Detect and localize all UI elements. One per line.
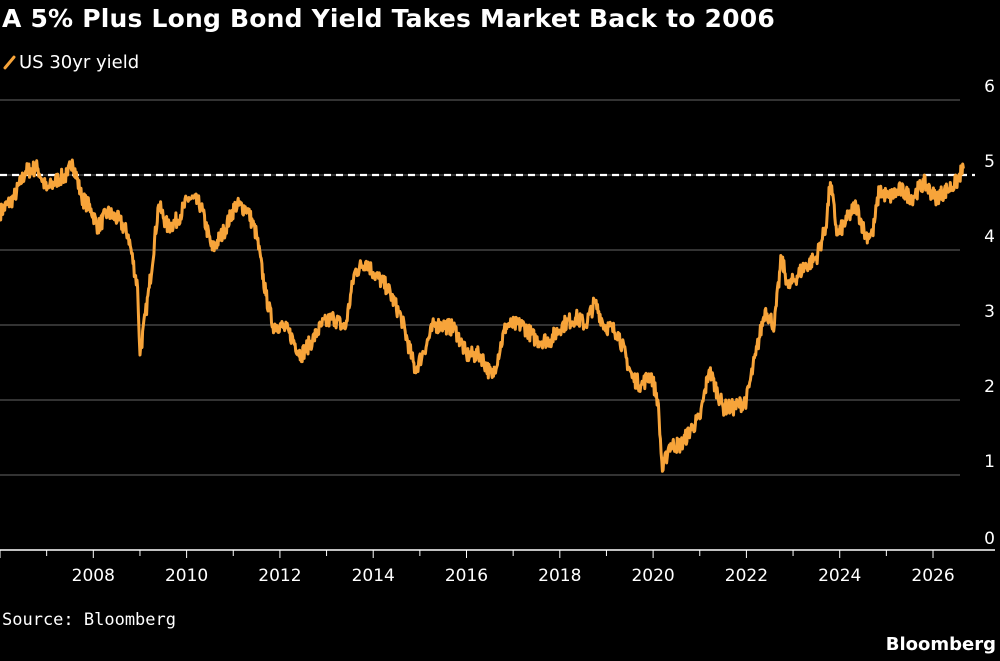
x-tick-label: 2018 bbox=[538, 566, 581, 586]
y-tick-label: 6 bbox=[984, 77, 995, 97]
x-tick-label: 2016 bbox=[445, 566, 488, 586]
axes: 0 1 2 3 4 5 6 2008 2010 2012 2014 2016 2018 2020 2022 2… bbox=[0, 77, 995, 586]
x-tick-label: 2020 bbox=[631, 566, 674, 586]
y-tick-label: 2 bbox=[984, 377, 995, 397]
y-tick-label: 5 bbox=[984, 152, 995, 172]
y-tick-label: 4 bbox=[984, 227, 995, 247]
chart-title: A 5% Plus Long Bond Yield Takes Market B… bbox=[2, 4, 775, 33]
grid-lines bbox=[0, 99, 960, 476]
brand-logo: Bloomberg bbox=[885, 634, 996, 655]
series-group bbox=[0, 158, 965, 473]
series-line-us-30yr-yield bbox=[0, 158, 965, 473]
x-tick-label: 2010 bbox=[165, 566, 208, 586]
x-tick-label: 2012 bbox=[258, 566, 301, 586]
y-tick-label: 0 bbox=[984, 529, 995, 549]
y-tick-label: 3 bbox=[984, 302, 995, 322]
legend-label: US 30yr yield bbox=[19, 52, 140, 73]
x-tick-label: 2026 bbox=[911, 566, 954, 586]
x-tick-label: 2022 bbox=[725, 566, 768, 586]
x-tick-label: 2008 bbox=[72, 566, 115, 586]
x-tick-label: 2024 bbox=[818, 566, 861, 586]
y-tick-label: 1 bbox=[984, 452, 995, 472]
x-tick-label: 2014 bbox=[352, 566, 395, 586]
chart-legend: US 30yr yield bbox=[2, 52, 139, 73]
source-note: Source: Bloomberg bbox=[2, 610, 176, 630]
